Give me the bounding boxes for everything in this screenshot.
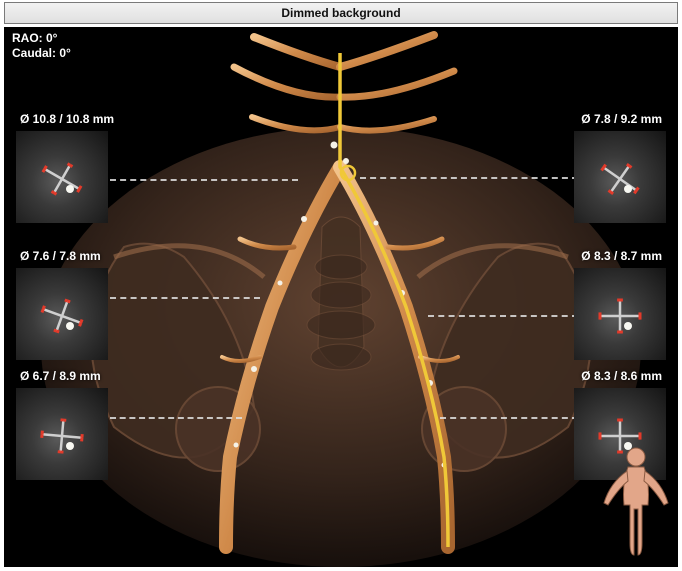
cross-section-thumb-right-1[interactable]: Ø 8.3 / 8.7 mm <box>574 268 666 360</box>
orientation-figure-icon <box>600 443 672 563</box>
connector-dash-line <box>110 179 298 181</box>
thumb-measurement-label: Ø 7.8 / 9.2 mm <box>578 112 662 126</box>
title-bar-text: Dimmed background <box>281 6 400 20</box>
cross-section-thumb-left-1[interactable]: Ø 7.6 / 7.8 mm <box>16 268 108 360</box>
connector-dash-line <box>110 417 242 419</box>
cross-section-thumb-left-2[interactable]: Ø 6.7 / 8.9 mm <box>16 388 108 480</box>
main-3d-viewport[interactable]: RAO: 0° Caudal: 0° <box>4 27 678 567</box>
connector-dash-line <box>428 315 578 317</box>
title-bar: Dimmed background <box>4 2 678 24</box>
cross-section-thumb-right-0[interactable]: Ø 7.8 / 9.2 mm <box>574 131 666 223</box>
connector-dash-line <box>360 177 578 179</box>
cross-section-thumb-left-0[interactable]: Ø 10.8 / 10.8 mm <box>16 131 108 223</box>
app-frame: Dimmed background RAO: 0° Caudal: 0° <box>0 2 682 571</box>
connector-dash-line <box>110 297 260 299</box>
thumb-measurement-label: Ø 8.3 / 8.7 mm <box>578 249 662 263</box>
thumb-measurement-label: Ø 10.8 / 10.8 mm <box>20 112 104 126</box>
thumb-measurement-label: Ø 8.3 / 8.6 mm <box>578 369 662 383</box>
thumb-measurement-label: Ø 6.7 / 8.9 mm <box>20 369 104 383</box>
thumb-measurement-label: Ø 7.6 / 7.8 mm <box>20 249 104 263</box>
connector-dash-line <box>440 417 578 419</box>
